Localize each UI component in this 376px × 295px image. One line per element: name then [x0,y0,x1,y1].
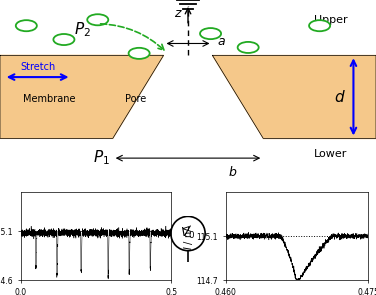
Circle shape [238,42,259,53]
Text: Pore: Pore [125,94,146,104]
Text: $a$: $a$ [217,35,226,48]
Circle shape [129,48,150,59]
Text: Stretch: Stretch [20,62,55,72]
Circle shape [53,34,74,45]
Text: $P_2$: $P_2$ [74,20,91,39]
Text: $b$: $b$ [229,165,238,179]
Text: $d$: $d$ [334,89,346,105]
Text: Upper: Upper [314,15,348,25]
Polygon shape [0,55,164,138]
Circle shape [87,14,108,25]
Circle shape [200,28,221,39]
Circle shape [309,20,330,31]
Y-axis label: $I$ / nA: $I$ / nA [182,222,195,250]
Text: $z$: $z$ [174,7,183,20]
Text: $V_0$: $V_0$ [180,226,196,241]
Circle shape [16,20,37,31]
Text: Membrane: Membrane [23,94,75,104]
Text: Lower: Lower [314,149,347,159]
Polygon shape [212,55,376,138]
Text: $P_1$: $P_1$ [93,149,110,168]
